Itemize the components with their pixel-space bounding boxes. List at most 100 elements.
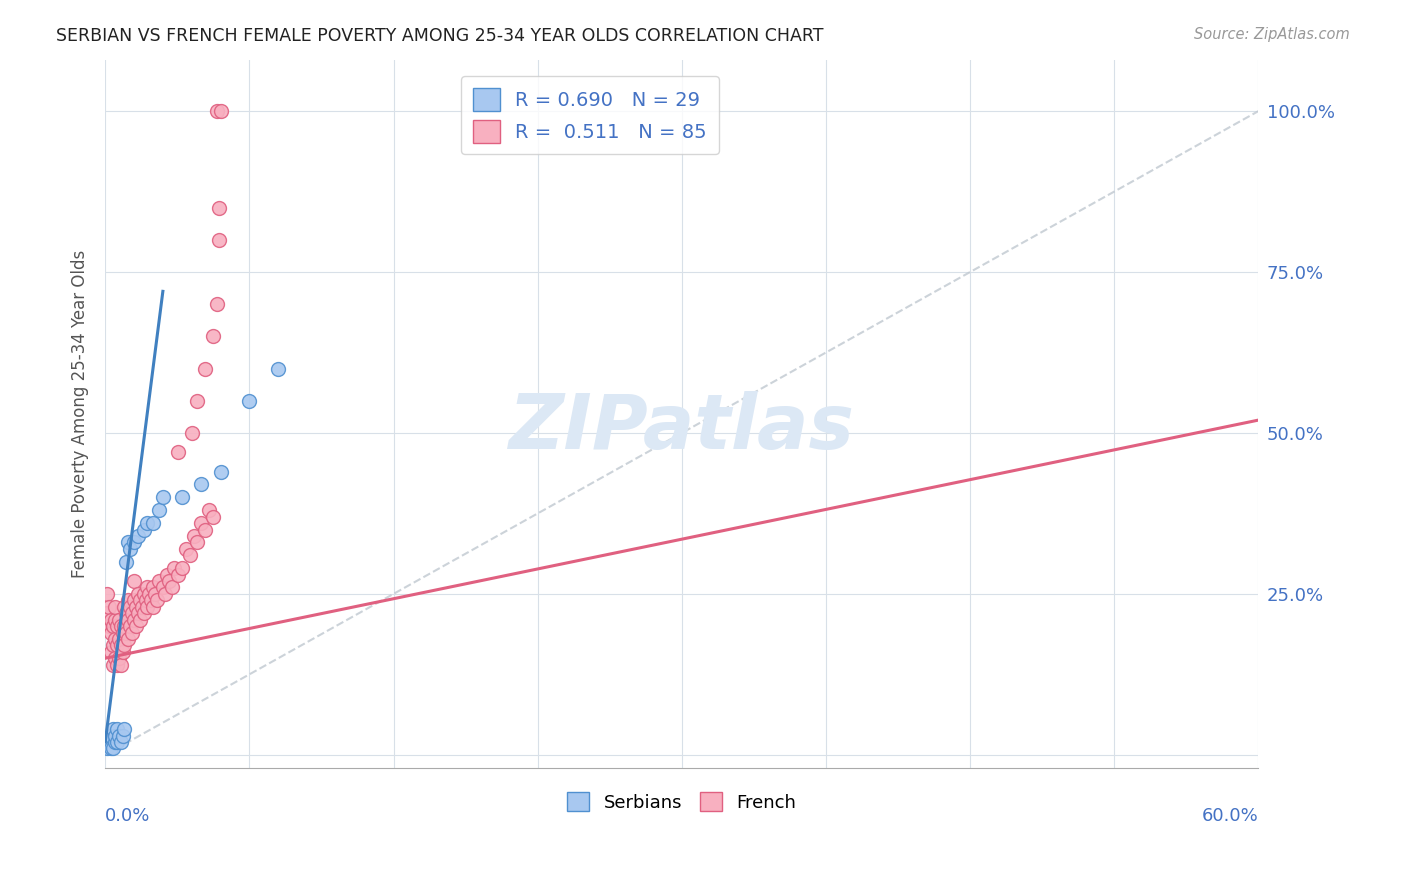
Point bbox=[101, 639, 124, 653]
Point bbox=[207, 233, 229, 247]
Point bbox=[120, 619, 142, 633]
Point bbox=[105, 639, 128, 653]
Point bbox=[172, 491, 194, 505]
Point bbox=[101, 619, 124, 633]
Point bbox=[104, 613, 127, 627]
Point bbox=[152, 581, 174, 595]
Point bbox=[174, 541, 197, 556]
Point bbox=[114, 722, 136, 736]
Point bbox=[104, 735, 127, 749]
Point bbox=[135, 593, 157, 607]
Point bbox=[101, 722, 124, 736]
Point bbox=[105, 722, 128, 736]
Point bbox=[114, 639, 136, 653]
Point bbox=[132, 606, 155, 620]
Point bbox=[104, 651, 127, 665]
Point bbox=[122, 613, 145, 627]
Point bbox=[138, 587, 160, 601]
Point bbox=[111, 625, 134, 640]
Point bbox=[104, 729, 127, 743]
Point bbox=[105, 619, 128, 633]
Point bbox=[110, 619, 132, 633]
Point bbox=[111, 729, 134, 743]
Point bbox=[107, 632, 129, 646]
Point bbox=[114, 619, 136, 633]
Point bbox=[157, 574, 180, 588]
Point bbox=[114, 599, 136, 614]
Point bbox=[267, 361, 290, 376]
Point bbox=[186, 535, 208, 549]
Point bbox=[186, 393, 208, 408]
Point bbox=[127, 606, 149, 620]
Point bbox=[132, 587, 155, 601]
Point bbox=[104, 632, 127, 646]
Point bbox=[142, 599, 165, 614]
Point bbox=[117, 535, 139, 549]
Point bbox=[125, 619, 148, 633]
Point bbox=[167, 445, 190, 459]
Point bbox=[105, 735, 128, 749]
Point bbox=[107, 613, 129, 627]
Point bbox=[96, 606, 118, 620]
Point bbox=[201, 509, 224, 524]
Point bbox=[183, 529, 205, 543]
Point bbox=[142, 516, 165, 530]
Point bbox=[105, 657, 128, 672]
Point bbox=[201, 329, 224, 343]
Text: SERBIAN VS FRENCH FEMALE POVERTY AMONG 25-34 YEAR OLDS CORRELATION CHART: SERBIAN VS FRENCH FEMALE POVERTY AMONG 2… bbox=[56, 27, 824, 45]
Point bbox=[115, 555, 138, 569]
Point bbox=[122, 593, 145, 607]
Point bbox=[148, 574, 170, 588]
Point bbox=[101, 741, 124, 756]
Point bbox=[128, 613, 150, 627]
Point bbox=[127, 529, 149, 543]
Point bbox=[96, 587, 118, 601]
Text: Source: ZipAtlas.com: Source: ZipAtlas.com bbox=[1194, 27, 1350, 42]
Point bbox=[115, 606, 138, 620]
Point bbox=[104, 599, 127, 614]
Point bbox=[172, 561, 194, 575]
Y-axis label: Female Poverty Among 25-34 Year Olds: Female Poverty Among 25-34 Year Olds bbox=[72, 250, 89, 578]
Point bbox=[110, 735, 132, 749]
Point bbox=[198, 503, 221, 517]
Point bbox=[136, 581, 159, 595]
Point bbox=[98, 619, 121, 633]
Point bbox=[107, 729, 129, 743]
Point bbox=[131, 599, 153, 614]
Point bbox=[146, 593, 169, 607]
Point bbox=[122, 535, 145, 549]
Point bbox=[121, 606, 143, 620]
Point bbox=[115, 625, 138, 640]
Point bbox=[100, 729, 122, 743]
Point bbox=[117, 613, 139, 627]
Point bbox=[238, 393, 260, 408]
Point bbox=[205, 104, 228, 119]
Point bbox=[143, 587, 166, 601]
Point bbox=[148, 503, 170, 517]
Point bbox=[163, 561, 186, 575]
Point bbox=[179, 549, 201, 563]
Text: 0.0%: 0.0% bbox=[105, 806, 150, 824]
Point bbox=[152, 491, 174, 505]
Point bbox=[194, 361, 217, 376]
Point bbox=[117, 632, 139, 646]
Point bbox=[100, 645, 122, 659]
Point bbox=[121, 625, 143, 640]
Point bbox=[101, 657, 124, 672]
Point bbox=[142, 581, 165, 595]
Point bbox=[194, 523, 217, 537]
Point bbox=[128, 593, 150, 607]
Point bbox=[96, 741, 118, 756]
Point bbox=[98, 599, 121, 614]
Legend: Serbians, French: Serbians, French bbox=[560, 785, 803, 819]
Point bbox=[127, 587, 149, 601]
Point bbox=[107, 651, 129, 665]
Point bbox=[100, 741, 122, 756]
Point bbox=[205, 297, 228, 311]
Point bbox=[120, 599, 142, 614]
Point bbox=[100, 613, 122, 627]
Point bbox=[122, 574, 145, 588]
Point bbox=[153, 587, 176, 601]
Point bbox=[136, 599, 159, 614]
Point bbox=[209, 104, 232, 119]
